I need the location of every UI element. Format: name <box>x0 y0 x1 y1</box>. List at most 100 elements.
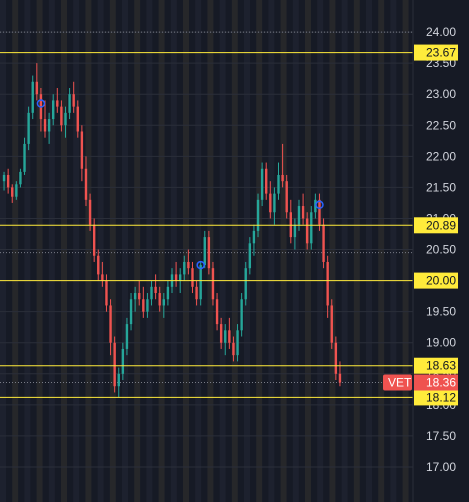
candle-body[interactable] <box>305 218 309 244</box>
candle-body[interactable] <box>301 206 305 219</box>
candle-body[interactable] <box>80 131 84 169</box>
candle-body[interactable] <box>215 299 219 325</box>
candle-body[interactable] <box>195 286 198 300</box>
candle-body[interactable] <box>101 274 104 281</box>
candle-body[interactable] <box>47 119 51 132</box>
candle-body[interactable] <box>138 293 141 300</box>
candle-body[interactable] <box>31 81 34 113</box>
candle-body[interactable] <box>211 268 215 300</box>
candle-body[interactable] <box>158 293 161 306</box>
candle-body[interactable] <box>248 243 252 269</box>
candle-body[interactable] <box>56 100 59 107</box>
candle-body[interactable] <box>105 280 108 306</box>
candle-body[interactable] <box>150 286 153 300</box>
session-band <box>12 0 19 502</box>
price-tick-label: 20.50 <box>426 243 456 257</box>
price-tick-label: 24.00 <box>426 25 456 39</box>
candle-body[interactable] <box>224 330 227 343</box>
candle-body[interactable] <box>72 94 75 107</box>
session-band <box>317 0 324 502</box>
candle-body[interactable] <box>281 174 284 182</box>
candle-body[interactable] <box>277 174 280 194</box>
candle-body[interactable] <box>92 224 96 256</box>
session-band <box>353 0 360 502</box>
session-band <box>402 0 409 502</box>
candle-body[interactable] <box>187 261 190 269</box>
signal-marker[interactable] <box>36 99 46 108</box>
candle-body[interactable] <box>219 324 223 343</box>
candle-body[interactable] <box>256 199 260 231</box>
candle-body[interactable] <box>35 81 39 95</box>
session-band <box>24 0 31 502</box>
candle-body[interactable] <box>297 206 301 225</box>
candle-body[interactable] <box>15 184 18 197</box>
candle-body[interactable] <box>240 299 243 331</box>
candle-body[interactable] <box>27 112 30 144</box>
candle-body[interactable] <box>146 299 149 312</box>
candle-body[interactable] <box>273 193 276 213</box>
candle-body[interactable] <box>97 255 100 275</box>
candle-body[interactable] <box>265 168 268 194</box>
candle-body[interactable] <box>60 106 63 126</box>
candle-body[interactable] <box>260 168 264 200</box>
candle-body[interactable] <box>334 342 338 374</box>
candle-body[interactable] <box>207 237 211 269</box>
candle-body[interactable] <box>322 224 325 262</box>
candle-body[interactable] <box>19 171 22 185</box>
candle-body[interactable] <box>310 212 313 244</box>
candle-body[interactable] <box>121 348 125 374</box>
candle-body[interactable] <box>314 199 317 213</box>
candle-body[interactable] <box>76 106 79 132</box>
candle-body[interactable] <box>162 299 166 306</box>
candle-body[interactable] <box>64 112 67 126</box>
candle-body[interactable] <box>199 265 202 300</box>
candle-body[interactable] <box>84 168 88 200</box>
candle-body[interactable] <box>6 174 10 188</box>
candle-body[interactable] <box>11 187 14 197</box>
candle-body[interactable] <box>142 299 145 312</box>
candle-body[interactable] <box>88 199 92 225</box>
candle-body[interactable] <box>326 261 329 306</box>
signal-marker[interactable] <box>196 260 205 270</box>
candle-body[interactable] <box>109 305 112 343</box>
candle-body[interactable] <box>293 224 297 238</box>
candle-body[interactable] <box>43 119 47 132</box>
candle-body[interactable] <box>2 174 6 182</box>
candle-body[interactable] <box>203 237 206 266</box>
session-band <box>61 0 67 502</box>
session-band <box>207 0 214 502</box>
candle-body[interactable] <box>236 330 239 356</box>
candle-body[interactable] <box>191 268 194 287</box>
session-band <box>244 0 250 502</box>
candle-body[interactable] <box>232 342 235 356</box>
session-band <box>0 0 6 502</box>
candle-body[interactable] <box>228 330 231 343</box>
candle-body[interactable] <box>68 94 71 113</box>
candle-body[interactable] <box>52 100 55 120</box>
signal-marker[interactable] <box>315 200 324 210</box>
candle-body[interactable] <box>125 324 129 349</box>
candle-body[interactable] <box>113 342 116 387</box>
candle-body[interactable] <box>129 299 133 325</box>
candle-body[interactable] <box>183 261 186 275</box>
candle-body[interactable] <box>154 286 157 294</box>
candle-body[interactable] <box>289 212 292 238</box>
candle-body[interactable] <box>166 286 170 300</box>
candle-body[interactable] <box>269 193 272 213</box>
candle-body[interactable] <box>285 181 288 213</box>
candle-body[interactable] <box>330 305 333 343</box>
candle-body[interactable] <box>133 293 137 300</box>
candle-body[interactable] <box>178 274 182 281</box>
candle-body[interactable] <box>23 143 26 172</box>
price-tick-label: 23.00 <box>426 87 456 101</box>
candle-body[interactable] <box>318 199 321 225</box>
candle-body[interactable] <box>338 373 342 383</box>
candle-body[interactable] <box>174 274 178 281</box>
candle-body[interactable] <box>117 373 120 387</box>
candle-body[interactable] <box>252 230 256 244</box>
candle-body[interactable] <box>244 268 247 300</box>
session-band <box>195 0 202 502</box>
session-band <box>170 0 177 502</box>
